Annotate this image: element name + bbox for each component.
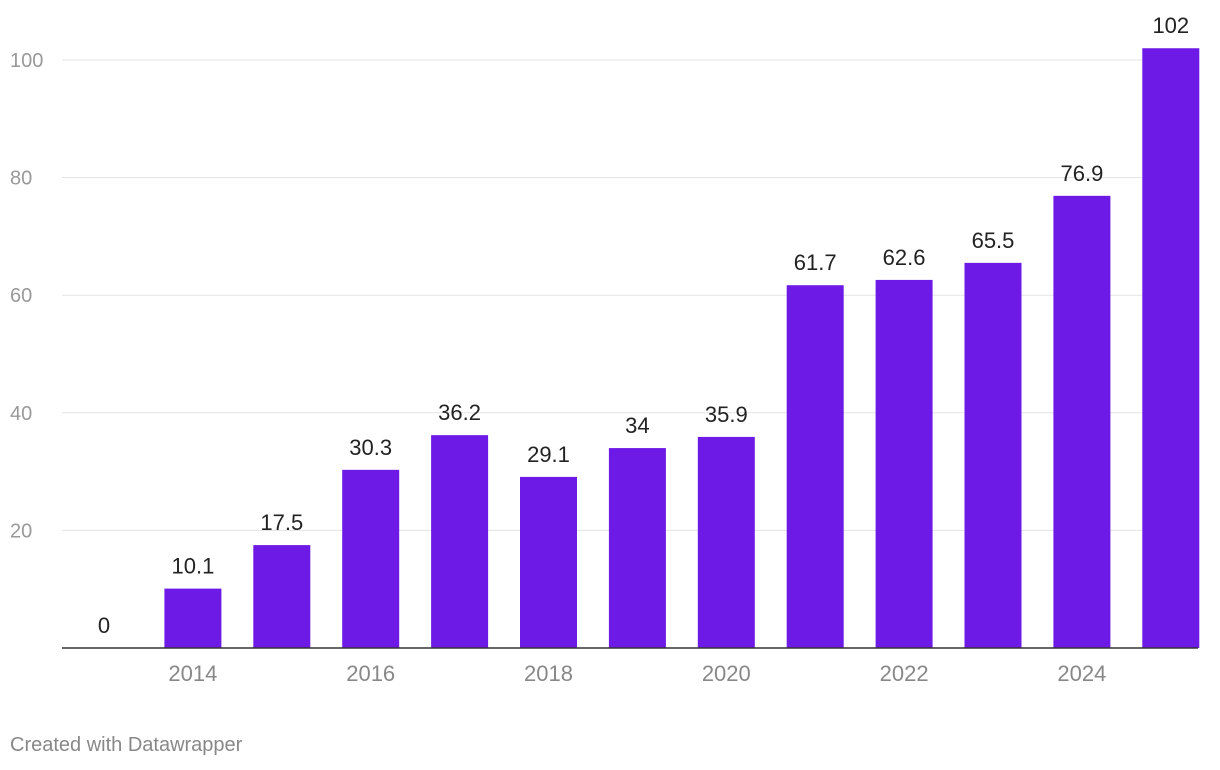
value-label: 65.5 bbox=[972, 228, 1015, 253]
x-tick-label: 2014 bbox=[168, 661, 217, 686]
bar bbox=[875, 279, 933, 648]
value-label: 62.6 bbox=[883, 245, 926, 270]
bar bbox=[1053, 195, 1111, 648]
value-label: 36.2 bbox=[438, 400, 481, 425]
x-tick-label: 2016 bbox=[346, 661, 395, 686]
bar bbox=[164, 588, 222, 648]
bar bbox=[342, 469, 400, 648]
bar bbox=[697, 436, 755, 648]
y-tick-label: 20 bbox=[10, 520, 32, 542]
value-label: 102 bbox=[1152, 13, 1189, 38]
value-label: 61.7 bbox=[794, 250, 837, 275]
bar bbox=[786, 285, 844, 648]
x-tick-label: 2022 bbox=[880, 661, 929, 686]
x-tick-label: 2020 bbox=[702, 661, 751, 686]
chart-svg: 20 40 60 80 100 0 10.1 17.5 30.3 36.2 29.1 34 35.9 61… bbox=[10, 13, 1200, 686]
bar-chart: 20 40 60 80 100 0 10.1 17.5 30.3 36.2 29.1 34 35.9 61… bbox=[10, 13, 1200, 686]
x-tick-label: 2024 bbox=[1057, 661, 1106, 686]
y-tick-label: 80 bbox=[10, 168, 32, 190]
value-label: 76.9 bbox=[1060, 161, 1103, 186]
y-tick-label: 40 bbox=[10, 403, 32, 425]
bar bbox=[253, 545, 311, 648]
bar bbox=[520, 476, 577, 648]
datawrapper-credit[interactable]: Created with Datawrapper bbox=[10, 734, 243, 756]
value-label: 10.1 bbox=[171, 554, 214, 579]
x-tick-label: 2018 bbox=[524, 661, 573, 686]
y-tick-label: 100 bbox=[10, 50, 43, 72]
value-label: 30.3 bbox=[349, 435, 392, 460]
value-label: 17.5 bbox=[260, 510, 303, 535]
value-label: 35.9 bbox=[705, 402, 748, 427]
bar bbox=[431, 435, 489, 648]
value-label: 0 bbox=[98, 613, 110, 638]
bar bbox=[964, 262, 1022, 648]
y-tick-label: 60 bbox=[10, 285, 32, 307]
value-label: 29.1 bbox=[527, 442, 570, 467]
value-label: 34 bbox=[625, 413, 649, 438]
bar bbox=[608, 448, 666, 648]
bar bbox=[1142, 48, 1200, 649]
